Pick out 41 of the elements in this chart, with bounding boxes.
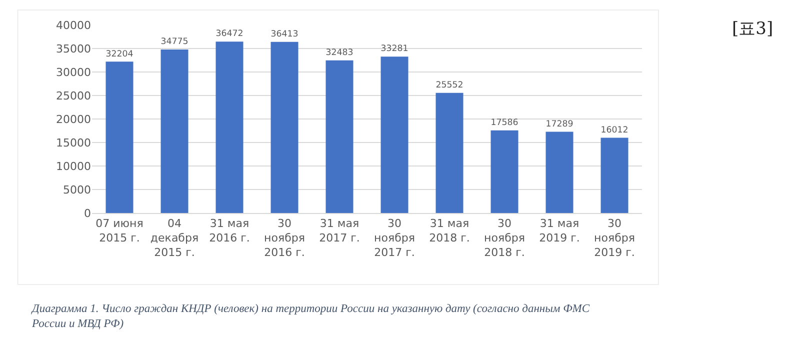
- bar: [216, 42, 244, 213]
- data-label: 32204: [106, 49, 134, 60]
- bar: [380, 56, 408, 213]
- bar: [270, 42, 298, 213]
- data-label: 16012: [600, 125, 628, 136]
- y-tick-label: 40000: [56, 18, 91, 32]
- text: [표3]: [732, 19, 774, 39]
- x-tick-label: 31 мая 2016 г.: [209, 217, 250, 244]
- x-tick-label: 31 мая 2019 г.: [539, 217, 580, 244]
- x-tick-label: 07 июня 2015 г.: [96, 217, 144, 244]
- data-label: 32483: [326, 48, 354, 58]
- x-tick-label: 04 декабря 2015 г.: [150, 217, 199, 259]
- data-label: 25552: [436, 80, 464, 91]
- y-tick-label: 10000: [56, 160, 91, 173]
- y-tick-label: 25000: [56, 89, 91, 102]
- data-label: 36472: [216, 29, 244, 40]
- data-label: 36413: [270, 30, 298, 40]
- bar: [490, 130, 518, 213]
- y-tick-label: 35000: [56, 42, 91, 56]
- y-tick-label: 0: [84, 206, 91, 220]
- x-tick-label: 30 ноября 2018 г.: [484, 217, 525, 259]
- x-tick-label: 31 мая 2018 г.: [429, 217, 470, 244]
- y-tick-label: 30000: [56, 66, 91, 79]
- x-tick-label: 31 мая 2017 г.: [319, 217, 360, 244]
- x-tick-label: 30 ноября 2017 г.: [374, 217, 415, 259]
- data-label: 17289: [546, 119, 574, 130]
- y-tick-label: 15000: [56, 136, 91, 150]
- x-tick-label: 30 ноября 2019 г.: [594, 217, 635, 259]
- bar: [326, 60, 354, 213]
- bar: [436, 92, 464, 213]
- x-tick-label: 30 ноября 2016 г.: [264, 217, 305, 259]
- y-tick-label: 20000: [56, 112, 91, 126]
- data-label: 17586: [490, 118, 518, 128]
- text: Диаграмма 1. Число граждан КНДР (человек) на территории России на указанную дату (согласно данным ФМС России и МВД РФ): [31, 303, 590, 330]
- bar: [160, 50, 188, 213]
- data-label: 33281: [380, 44, 408, 54]
- y-tick-label: 5000: [63, 183, 91, 196]
- bar: [106, 62, 134, 213]
- bar: [546, 132, 574, 213]
- bar: [600, 138, 628, 213]
- data-label: 34775: [160, 37, 188, 48]
